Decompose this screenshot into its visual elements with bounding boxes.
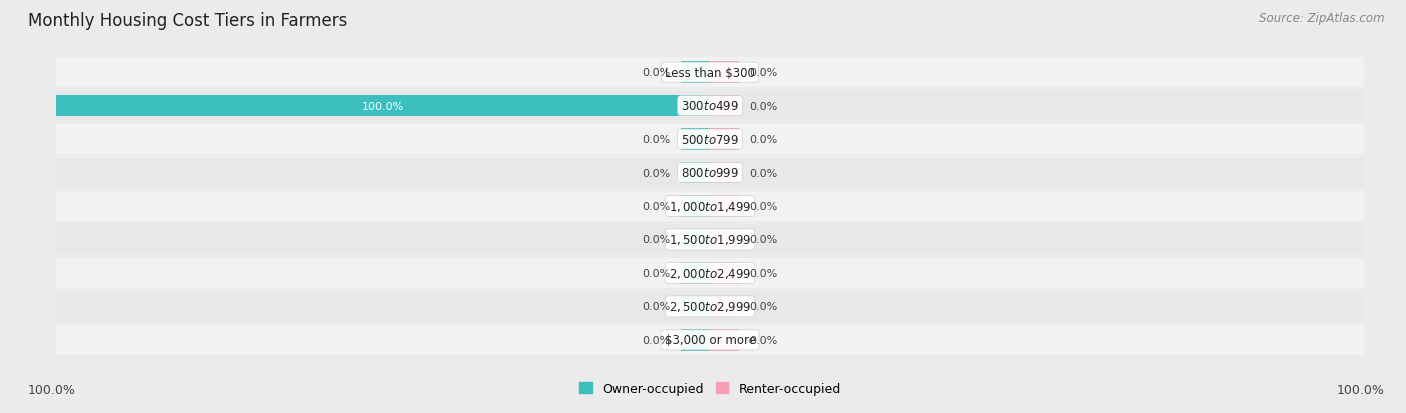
Text: 0.0%: 0.0% (749, 268, 778, 278)
Bar (681, 196, 710, 217)
Text: 0.0%: 0.0% (749, 301, 778, 312)
Text: Monthly Housing Cost Tiers in Farmers: Monthly Housing Cost Tiers in Farmers (28, 12, 347, 30)
Bar (681, 229, 710, 251)
Text: 0.0%: 0.0% (749, 202, 778, 211)
Bar (56, 125, 1364, 154)
Text: 0.0%: 0.0% (749, 68, 778, 78)
Text: 0.0%: 0.0% (749, 168, 778, 178)
Text: 0.0%: 0.0% (643, 335, 671, 345)
Bar (56, 292, 1364, 321)
Text: 0.0%: 0.0% (643, 235, 671, 245)
Text: 0.0%: 0.0% (643, 268, 671, 278)
Legend: Owner-occupied, Renter-occupied: Owner-occupied, Renter-occupied (579, 382, 841, 395)
Text: 0.0%: 0.0% (749, 335, 778, 345)
Text: $1,500 to $1,999: $1,500 to $1,999 (669, 233, 751, 247)
Bar (56, 95, 710, 117)
Text: $2,500 to $2,999: $2,500 to $2,999 (669, 300, 751, 313)
Text: $3,000 or more: $3,000 or more (665, 334, 755, 347)
Bar (710, 296, 740, 318)
Text: 0.0%: 0.0% (643, 202, 671, 211)
Bar (681, 262, 710, 284)
Bar (681, 62, 710, 84)
Bar (56, 92, 1364, 121)
Bar (710, 329, 740, 351)
Text: 100.0%: 100.0% (361, 101, 405, 112)
Bar (710, 229, 740, 251)
Text: 0.0%: 0.0% (749, 101, 778, 112)
Text: 100.0%: 100.0% (28, 384, 76, 396)
Bar (56, 259, 1364, 288)
Bar (710, 62, 740, 84)
Bar (56, 325, 1364, 355)
Text: $2,000 to $2,499: $2,000 to $2,499 (669, 266, 751, 280)
Bar (56, 225, 1364, 254)
Bar (681, 329, 710, 351)
Text: 0.0%: 0.0% (749, 235, 778, 245)
Text: 0.0%: 0.0% (749, 135, 778, 145)
Bar (710, 95, 740, 117)
Text: 0.0%: 0.0% (643, 301, 671, 312)
Text: $1,000 to $1,499: $1,000 to $1,499 (669, 199, 751, 214)
Bar (710, 162, 740, 184)
Text: 0.0%: 0.0% (643, 68, 671, 78)
Bar (710, 129, 740, 151)
Bar (681, 162, 710, 184)
Text: Less than $300: Less than $300 (665, 66, 755, 79)
Bar (681, 296, 710, 318)
Bar (710, 196, 740, 217)
Text: $800 to $999: $800 to $999 (681, 166, 740, 180)
Text: Source: ZipAtlas.com: Source: ZipAtlas.com (1260, 12, 1385, 25)
Text: 100.0%: 100.0% (1337, 384, 1385, 396)
Text: 0.0%: 0.0% (643, 135, 671, 145)
Text: 0.0%: 0.0% (643, 168, 671, 178)
Bar (681, 129, 710, 151)
Bar (56, 58, 1364, 88)
Bar (56, 159, 1364, 188)
Text: $300 to $499: $300 to $499 (681, 100, 740, 113)
Text: $500 to $799: $500 to $799 (681, 133, 740, 146)
Bar (710, 262, 740, 284)
Bar (56, 192, 1364, 221)
